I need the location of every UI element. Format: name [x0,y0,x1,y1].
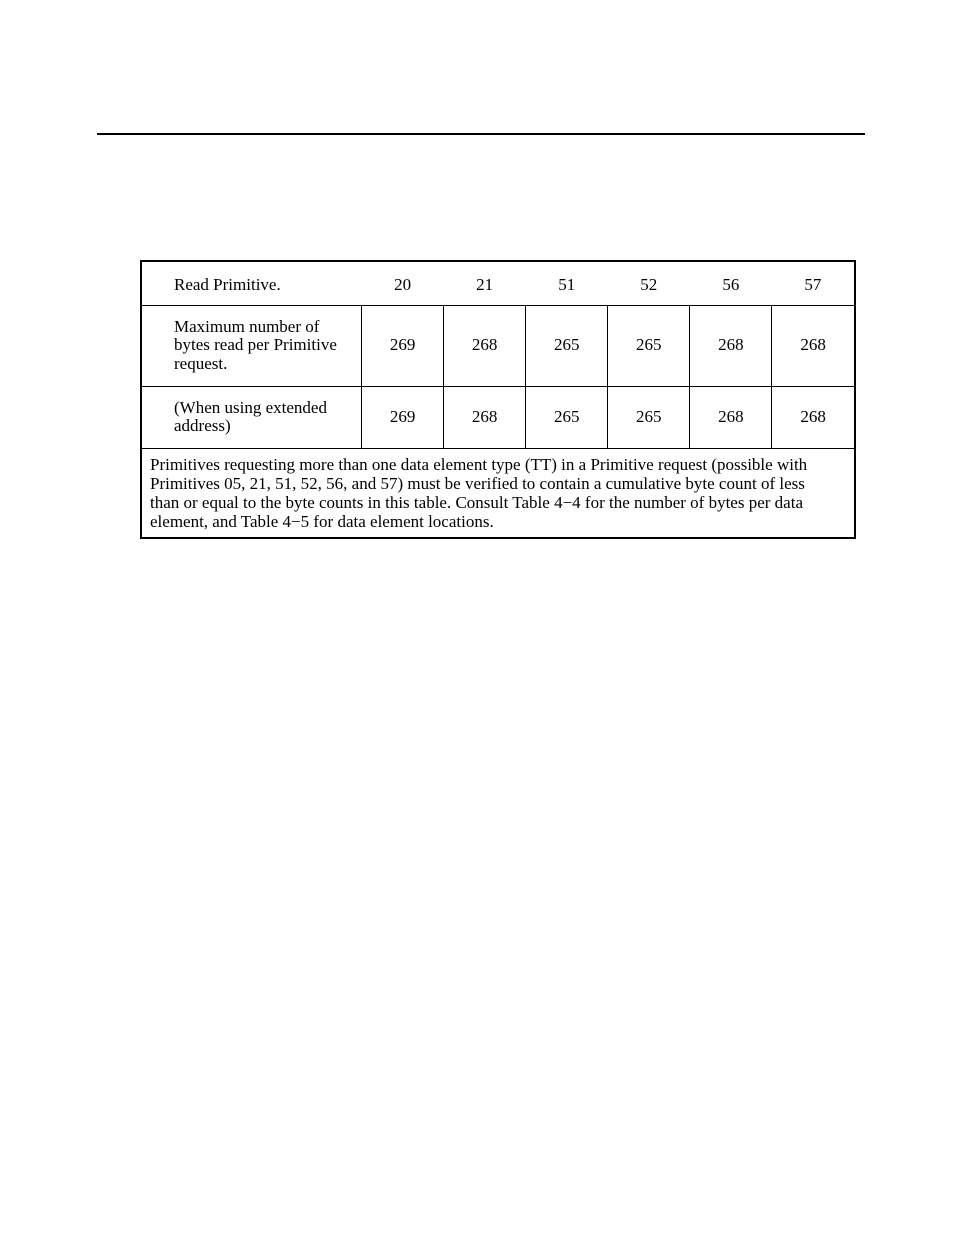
table-row: Maximum number of bytes read per Primiti… [142,305,854,386]
table-note-row: Primitives requesting more than one data… [142,449,854,538]
table-cell: 51 [526,262,608,305]
row-label: (When using extended address) [142,386,362,448]
primitive-table: Read Primitive. 20 21 51 52 56 57 Maximu… [142,262,854,537]
table-cell: 56 [690,262,772,305]
table-cell: 265 [608,305,690,386]
row-label: Read Primitive. [142,262,362,305]
table-cell: 268 [690,305,772,386]
table-cell: 265 [526,305,608,386]
table-cell: 265 [608,386,690,448]
table-note: Primitives requesting more than one data… [150,455,814,531]
table-cell: 265 [526,386,608,448]
table-cell: 268 [444,305,526,386]
table-cell: 268 [772,386,854,448]
table-cell: 57 [772,262,854,305]
row-label: Maximum number of bytes read per Primiti… [142,305,362,386]
table-cell: 268 [444,386,526,448]
table-cell: 52 [608,262,690,305]
table-row: (When using extended address) 269 268 26… [142,386,854,448]
top-horizontal-rule [97,133,865,135]
table-cell: 21 [444,262,526,305]
table-cell: 269 [362,386,444,448]
table-cell: 20 [362,262,444,305]
content-box: Read Primitive. 20 21 51 52 56 57 Maximu… [140,260,856,539]
table-row: Read Primitive. 20 21 51 52 56 57 [142,262,854,305]
table-cell: 269 [362,305,444,386]
table-cell: 268 [690,386,772,448]
table-cell: 268 [772,305,854,386]
